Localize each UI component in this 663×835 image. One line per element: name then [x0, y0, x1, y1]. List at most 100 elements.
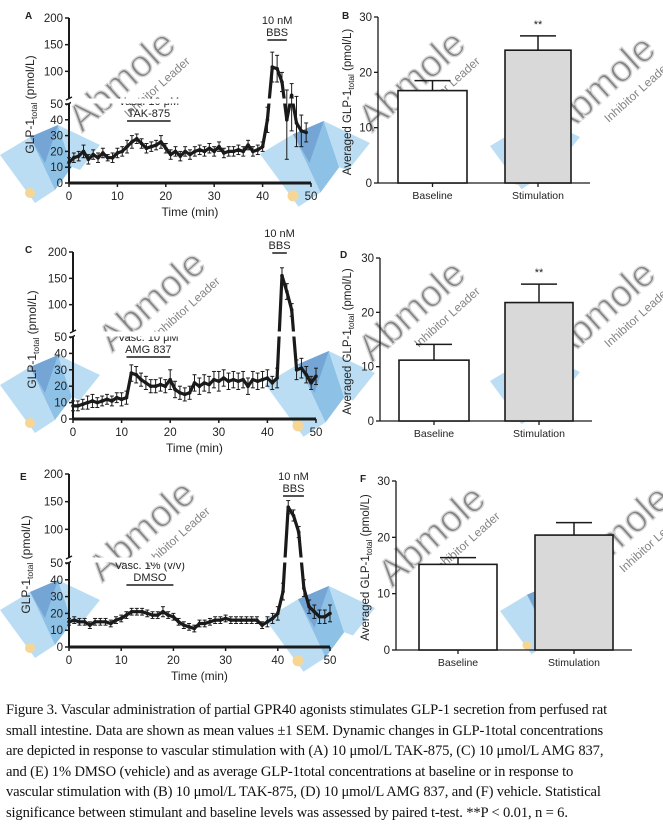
axis-break-gap [71, 98, 313, 104]
panel-c: C 0 10 20 30 40 50 100 150 200 0 10 20 30 40 50 Time (mi… [25, 228, 322, 455]
data-point [192, 626, 197, 631]
logo-dot [287, 190, 299, 202]
data-point [134, 372, 138, 377]
y-tick-label: 50 [50, 99, 63, 111]
y-tick-label: 20 [361, 307, 374, 319]
data-point [236, 148, 241, 152]
data-point [115, 151, 120, 155]
data-point [166, 613, 170, 617]
logo-shard [260, 134, 321, 207]
panel-letter: F [360, 474, 366, 485]
y-tick-label: 0 [366, 178, 372, 190]
watermark-logo-icon [265, 351, 375, 437]
y-tick-label: 30 [50, 592, 63, 604]
x-tick-label: 30 [219, 655, 232, 667]
data-point [255, 618, 259, 622]
y-tick-label: 0 [57, 642, 63, 654]
y-tick-label: 10 [377, 589, 390, 601]
y-tick-label: 10 [50, 162, 63, 174]
data-point [108, 621, 113, 626]
stimulation-label: BBS [266, 27, 288, 39]
data-point [281, 589, 285, 594]
data-point [265, 376, 270, 380]
y-tick-label: 20 [50, 608, 63, 620]
data-point [144, 381, 148, 385]
logo-shard [298, 351, 329, 393]
data-point [212, 149, 216, 154]
data-point [239, 618, 244, 622]
data-point [182, 623, 186, 627]
data-point [197, 621, 202, 626]
data-point [213, 618, 217, 622]
y-axis-label: Averaged GLP-1total (pmol/L) [342, 29, 356, 176]
logo-dot [522, 640, 532, 650]
data-point [178, 154, 183, 158]
data-point [149, 144, 154, 149]
bar-stimulation [504, 301, 574, 422]
y-tick-label: 30 [54, 365, 67, 377]
data-point [312, 609, 317, 614]
y-tick-label: 30 [50, 131, 63, 143]
y-tick-label: 150 [48, 273, 67, 285]
axis-break-mark [69, 329, 77, 334]
x-tick-label: Baseline [412, 190, 452, 202]
error-bar [289, 83, 294, 132]
axis-break-mark [65, 96, 73, 101]
stimulation-label: 10 nM [262, 15, 293, 27]
caption-line: small intestine. Data are shown as mean … [6, 722, 604, 739]
data-point [217, 144, 221, 149]
x-tick-label: 0 [70, 427, 76, 439]
data-point [77, 620, 82, 624]
data-point [294, 368, 299, 372]
data-point [260, 144, 265, 149]
x-tick-label: Stimulation [512, 190, 564, 202]
data-point [241, 149, 246, 154]
data-point [192, 381, 197, 385]
data-point [221, 376, 226, 380]
y-tick-label: 20 [377, 532, 390, 544]
y-tick-label: 100 [44, 66, 63, 78]
data-point [275, 66, 279, 71]
x-tick-label: 10 [115, 655, 128, 667]
data-point [139, 141, 144, 146]
data-point [154, 143, 158, 147]
data-point [197, 148, 202, 152]
x-tick-label: Baseline [414, 428, 454, 440]
data-point [163, 384, 168, 389]
data-point [193, 149, 197, 154]
y-tick-label: 20 [50, 146, 63, 158]
data-point [145, 611, 150, 616]
bar-stimulation [504, 49, 572, 184]
x-tick-label: 20 [159, 191, 172, 203]
data-point [251, 377, 255, 382]
y-tick-label: 50 [54, 332, 67, 344]
y-axis-label: Averaged GLP-1total (pmol/L) [342, 268, 356, 415]
data-point [231, 377, 236, 382]
data-point [148, 384, 153, 389]
data-point [223, 616, 228, 621]
data-point [187, 390, 192, 395]
logo-shard [0, 367, 55, 433]
y-tick-label: 10 [50, 625, 63, 637]
panel-letter: C [25, 245, 32, 256]
logo-dot [25, 188, 35, 198]
data-point [93, 620, 97, 624]
data-point [81, 149, 86, 154]
data-point [289, 308, 294, 312]
x-tick-label: 20 [164, 427, 177, 439]
x-tick-label: 0 [66, 655, 72, 667]
data-point [67, 160, 71, 165]
data-point [119, 616, 123, 621]
y-tick-label: 20 [54, 381, 67, 393]
significance-marker: ** [534, 19, 543, 31]
data-point [124, 395, 129, 400]
data-point [95, 400, 100, 405]
x-tick-label: 10 [111, 191, 124, 203]
y-tick-label: 0 [384, 645, 390, 657]
data-point [246, 384, 250, 389]
bar-baseline [418, 563, 498, 651]
y-tick-label: 150 [44, 497, 63, 509]
data-point [304, 130, 308, 135]
data-point [101, 151, 105, 155]
y-tick-label: 10 [361, 362, 374, 374]
